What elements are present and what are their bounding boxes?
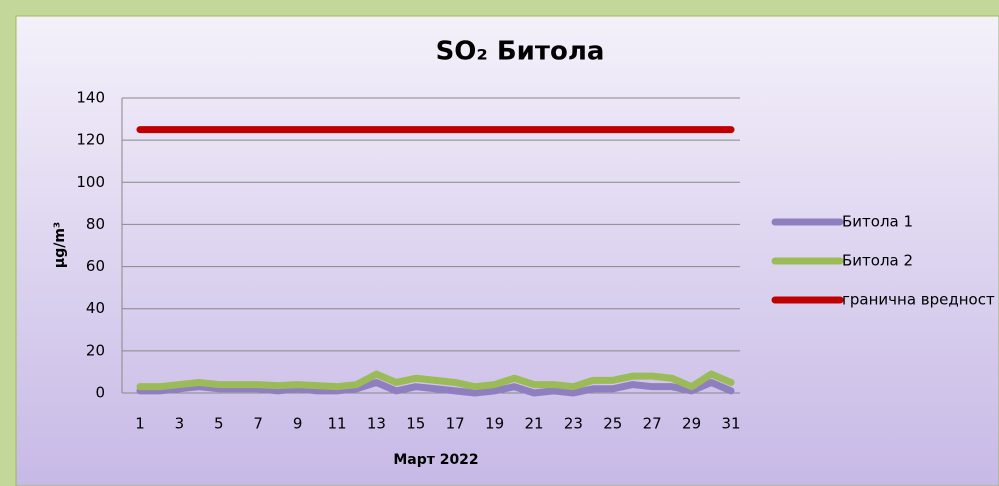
x-tick-label: 7 <box>253 415 263 433</box>
y-tick-label: 80 <box>86 215 105 233</box>
x-tick-label: 17 <box>446 415 465 433</box>
x-tick-label: 27 <box>643 415 662 433</box>
x-tick-label: 19 <box>485 415 504 433</box>
chart-title: SO₂ Битола <box>436 37 605 67</box>
y-tick-label: 60 <box>86 257 105 275</box>
x-tick-label: 3 <box>175 415 185 433</box>
y-tick-label: 0 <box>95 384 105 402</box>
x-tick-label: 29 <box>682 415 701 433</box>
y-tick-label: 40 <box>86 299 105 317</box>
legend-label: гранична вредност <box>842 291 995 309</box>
x-tick-label: 13 <box>367 415 386 433</box>
y-tick-label: 100 <box>76 173 105 191</box>
series-line <box>136 370 735 391</box>
x-tick-label: 9 <box>293 415 303 433</box>
y-tick-label: 120 <box>76 131 105 149</box>
x-tick-label: 11 <box>327 415 346 433</box>
y-axis-label: µg/m³ <box>52 222 68 268</box>
x-tick-label: 31 <box>721 415 740 433</box>
x-tick-label: 25 <box>603 415 622 433</box>
x-tick-label: 1 <box>135 415 145 433</box>
y-tick-label: 20 <box>86 341 105 359</box>
chart-panel <box>15 15 999 486</box>
x-tick-label: 23 <box>564 415 583 433</box>
x-tick-label: 5 <box>214 415 224 433</box>
y-tick-label: 140 <box>76 89 105 107</box>
x-tick-label: 15 <box>406 415 425 433</box>
legend-label: Битола 1 <box>842 213 913 231</box>
x-axis-label: Март 2022 <box>393 452 478 468</box>
x-tick-label: 21 <box>524 415 543 433</box>
series-line <box>136 378 735 397</box>
legend-label: Битола 2 <box>842 252 913 270</box>
